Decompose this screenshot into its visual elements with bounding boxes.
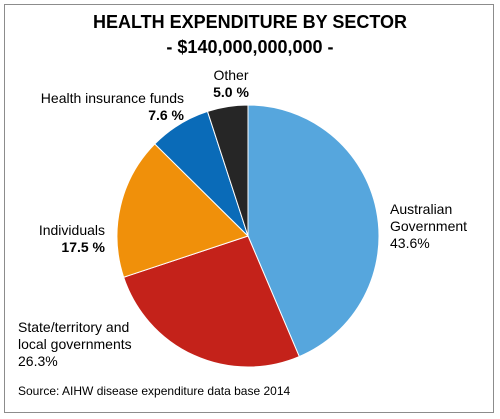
label-australian-government: Australian Government 43.6% [390,201,468,251]
slice-individuals [116,143,249,278]
chart-subtitle: - $140,000,000,000 - [166,37,334,57]
slice-australian-government [247,104,380,358]
source-note: Source: AIHW disease expenditure data ba… [18,384,291,398]
slice-other [206,104,249,237]
label-other: Other 5.0 % [213,67,249,100]
chart-frame [4,4,494,413]
chart-title: HEALTH EXPENDITURE BY SECTOR [92,12,408,32]
slice-state-local-governments [123,235,300,368]
label-health-insurance-funds: Health insurance funds 7.6 % [40,90,184,123]
label-state-local-governments: State/territory and local governments 26… [18,319,132,369]
label-individuals: Individuals 17.5 % [38,222,105,255]
